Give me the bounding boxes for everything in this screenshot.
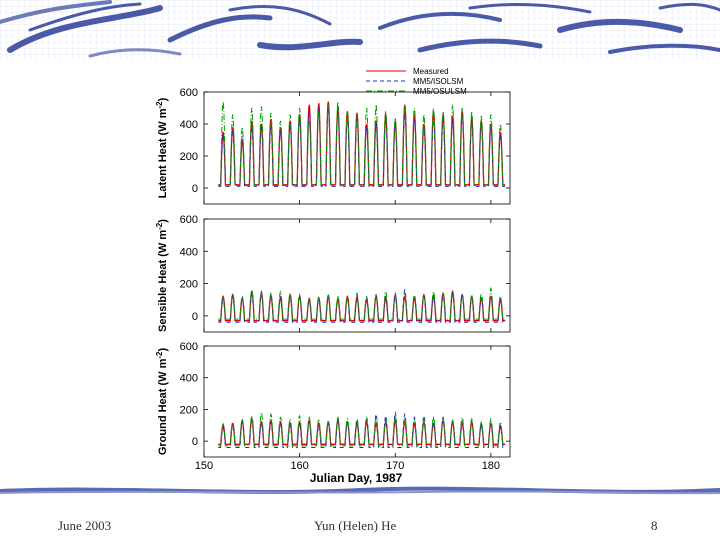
x-tick-label: 170: [386, 460, 404, 472]
x-tick-label: 180: [482, 460, 500, 472]
banner-strokes: [0, 0, 720, 58]
decorative-banner: [0, 0, 720, 60]
ground-series-mm5-isolsm: [218, 410, 506, 448]
footer-band: [0, 486, 720, 495]
sensible-y-tick-label: 200: [180, 279, 198, 291]
ground-y-tick-label: 600: [180, 341, 198, 353]
ground-y-tick-label: 200: [180, 404, 198, 416]
latent-y-tick-label: 400: [180, 119, 198, 131]
sensible-series-mm5-isolsm: [218, 288, 506, 323]
ground-series-measured: [218, 417, 506, 445]
legend-entry-label: Measured: [413, 67, 449, 76]
ground-y-tick-label: 400: [180, 373, 198, 385]
ground-plot-frame: [203, 345, 511, 458]
latent-y-tick-label: 0: [192, 183, 198, 195]
x-tick-label: 150: [195, 460, 213, 472]
panel-ground: 0 200 400 600 150 160 170 180 Ground Heat (W m-2…: [155, 341, 511, 472]
latent-y-axis-label: Latent Heat (W m-2): [155, 97, 169, 198]
latent-y-tick-label: 600: [180, 87, 198, 99]
latent-series-measured: [218, 101, 506, 186]
x-tick-label: 160: [290, 460, 308, 472]
ground-y-tick-label: 0: [192, 436, 198, 448]
ground-y-axis-label: Ground Heat (W m-2): [155, 347, 169, 455]
sensible-y-axis-label: Sensible Heat (W m-2): [155, 219, 169, 332]
legend-entry-label: MM5/OSULSM: [413, 87, 467, 96]
latent-series-mm5-isolsm: [218, 106, 506, 187]
footer-date: June 2003: [58, 518, 112, 533]
footer-author: Yun (Helen) He: [314, 518, 397, 533]
sensible-plot-frame: [203, 218, 511, 333]
latent-series-mm5-osulsm: [218, 101, 506, 187]
latent-y-tick-label: 200: [180, 151, 198, 163]
sensible-y-tick-label: 0: [192, 311, 198, 323]
sensible-series-mm5-osulsm: [218, 286, 506, 320]
sensible-series-measured: [218, 289, 506, 322]
footer-page-number: 8: [651, 518, 658, 533]
legend-entry-label: MM5/ISOLSM: [413, 77, 464, 86]
x-axis-label: Julian Day, 1987: [310, 471, 403, 485]
sensible-y-tick-label: 600: [180, 214, 198, 226]
panel-sensible: 0 200 400 600 Sensible Heat (W m-2): [155, 214, 511, 333]
panel-latent: 0 200 400 600 Latent Heat (W m-2): [155, 87, 511, 205]
sensible-y-tick-label: 400: [180, 246, 198, 258]
ground-series-mm5-osulsm: [218, 411, 506, 447]
